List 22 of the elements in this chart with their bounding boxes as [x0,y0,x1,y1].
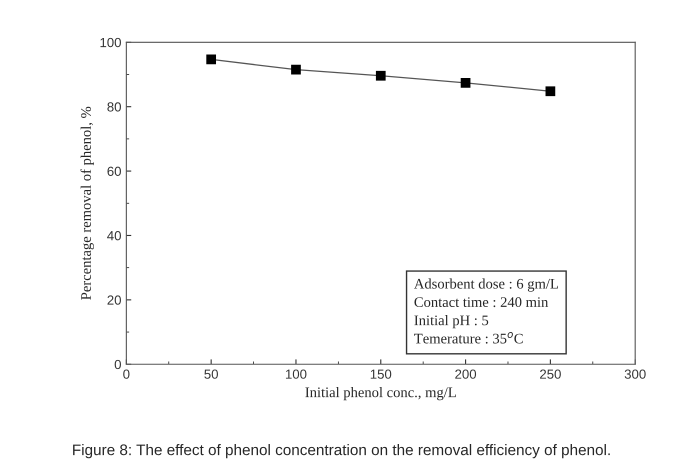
point [546,86,556,96]
y-tick-label: 40 [107,231,121,240]
annotation: Adsorbent dose : 6 gm/L Contact time : 240 min Initial pH : 5 Temerature : 35$^{o}$C [414,278,558,344]
point [376,70,386,81]
x-tick-label: 100 [286,369,306,379]
point [291,64,301,75]
y-axis-title: Percentage removal of phenol, % [80,106,94,300]
point [460,78,470,88]
x-tick-label: 300 [624,369,646,379]
x-tick-label: 0 [123,369,130,379]
x-tick-label: 200 [455,369,476,379]
caption: Figure 8: The effect of phenol concentration on the removal efficiency of phenol. [73,444,610,458]
x-axis-title: Initial phenol conc., mg/L [305,386,456,400]
y-tick-label: 80 [107,102,121,112]
x-tick-label: 250 [540,369,561,379]
y-tick-label: 20 [107,295,121,305]
y-tick-label: 60 [107,166,121,176]
x-tick-label: 50 [204,369,218,379]
y-tick-label: 0 [114,360,121,370]
y-tick-label: 100 [100,38,121,48]
point [206,54,216,64]
x-tick-label: 150 [370,369,392,379]
